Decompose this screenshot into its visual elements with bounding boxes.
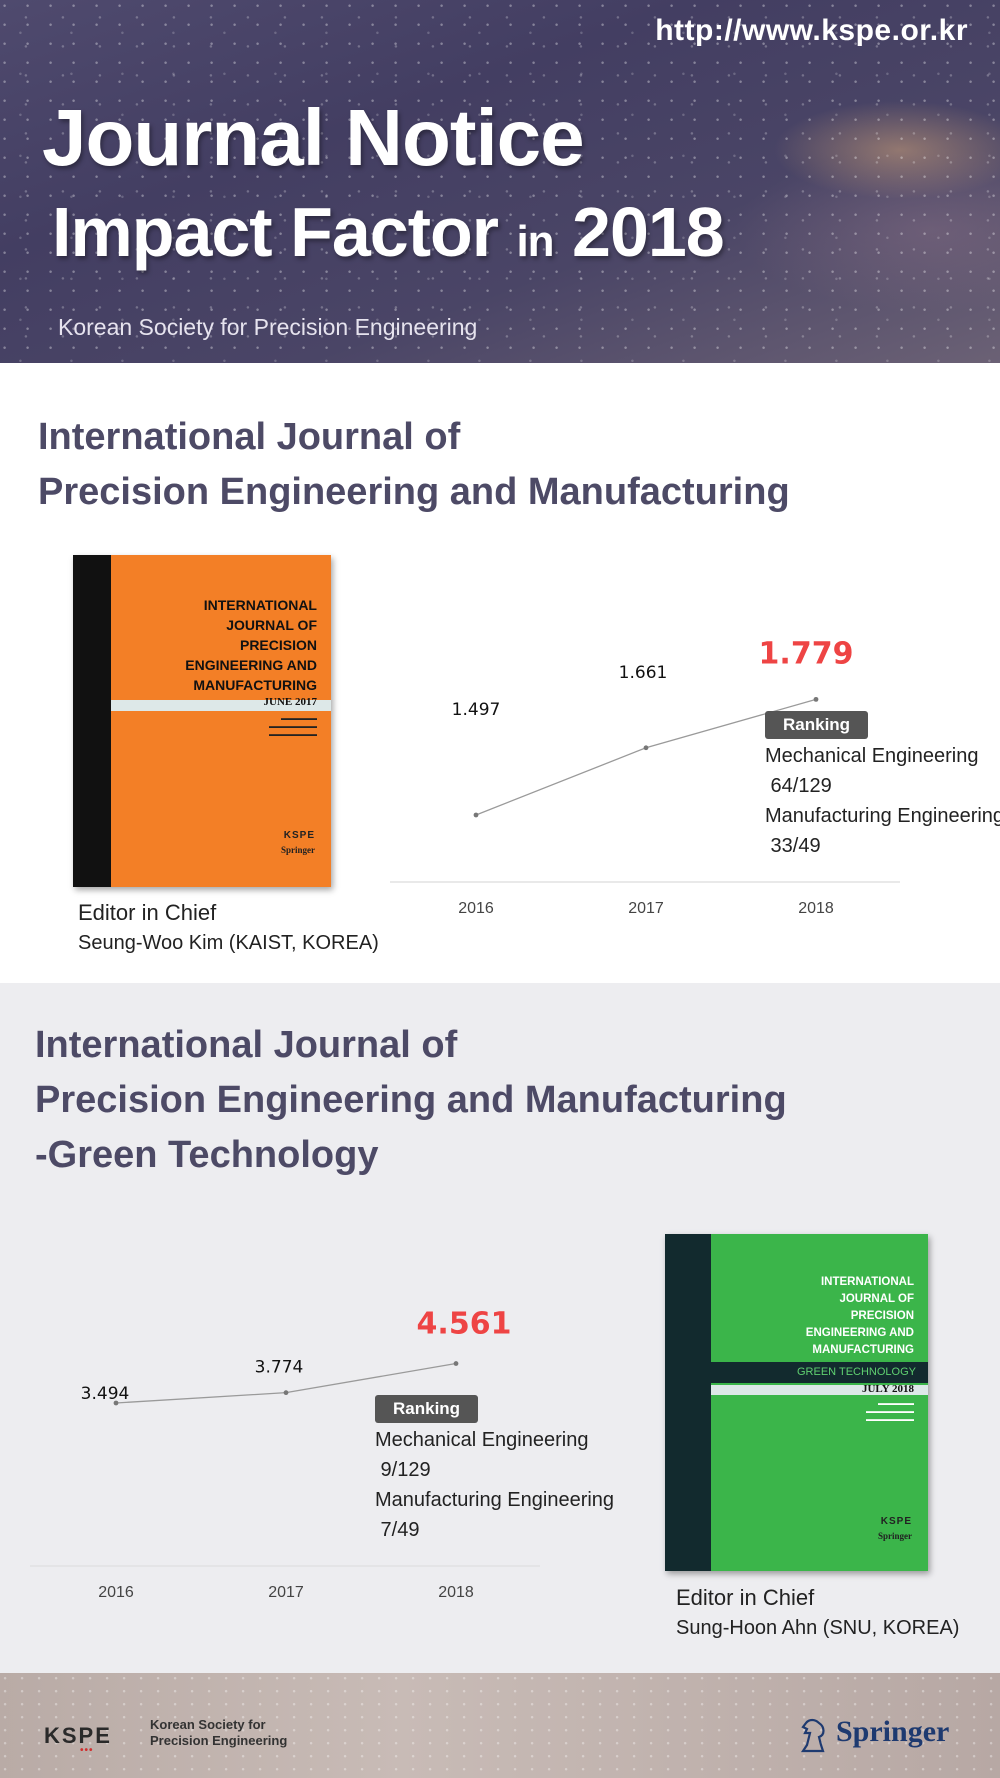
website-url[interactable]: http://www.kspe.or.kr	[655, 14, 968, 47]
cover-band	[111, 700, 331, 711]
springer-knight-icon	[800, 1718, 825, 1753]
journal1-title-line2: Precision Engineering and Manufacturing	[38, 471, 790, 513]
journal2-ranking: Ranking Mechanical Engineering 9/129 Man…	[375, 1395, 614, 1545]
data-label: 1.497	[452, 700, 501, 720]
journal2-impact-factor-chart: 3.494 2016 3.774 2017 4.561 2018	[30, 1307, 540, 1601]
title-impact-factor: Impact Factor	[52, 193, 499, 271]
title-in: in	[516, 217, 554, 266]
footer-background	[0, 1673, 1000, 1778]
cover-issue-date: JUNE 2017	[263, 696, 317, 708]
cover-title: INTERNATIONAL JOURNAL OF PRECISION ENGIN…	[185, 597, 317, 693]
cover-spine	[665, 1234, 711, 1571]
data-point	[113, 1400, 119, 1406]
data-point	[473, 812, 479, 818]
x-tick-label: 2017	[268, 1584, 304, 1601]
ranking-value: 7/49	[375, 1519, 420, 1541]
ranking-value: 9/129	[375, 1459, 431, 1481]
cover-springer-logo: Springer	[280, 845, 315, 855]
ranking-badge: Ranking	[765, 711, 869, 739]
x-tick-label: 2018	[798, 900, 834, 917]
cover-spine	[73, 555, 111, 887]
page-subtitle-impact-factor: Impact Factor in 2018	[52, 192, 725, 272]
header-banner: http://www.kspe.or.kr Journal Notice Imp…	[0, 0, 1000, 363]
page-title: Journal Notice	[42, 93, 585, 182]
x-tick-label: 2016	[458, 900, 494, 917]
journal1-cover-image: INTERNATIONAL JOURNAL OF PRECISION ENGIN…	[73, 555, 331, 887]
data-label-highlight: 4.561	[417, 1307, 512, 1342]
data-label: 3.494	[81, 1384, 130, 1404]
ranking-category: Mechanical Engineering	[375, 1429, 589, 1451]
journal2-title: International Journal of Precision Engin…	[35, 1018, 787, 1183]
journal2-title-line1: International Journal of	[35, 1024, 458, 1066]
data-label-highlight: 1.779	[759, 636, 854, 671]
journal1-title-line1: International Journal of	[38, 416, 461, 458]
cover-band	[711, 1385, 928, 1395]
kspe-logo[interactable]: KSPE •••	[44, 1723, 112, 1756]
kspe-logo-text: Korean Society for Precision Engineering	[150, 1717, 288, 1748]
cover-issue-date: JULY 2018	[861, 1383, 914, 1395]
data-point	[643, 745, 649, 751]
data-label: 1.661	[619, 663, 668, 683]
cover-fine-print: ▬▬▬▬▬▬ ▬▬▬▬▬▬▬▬ ▬▬▬▬▬▬▬▬	[269, 716, 317, 738]
ranking-value: 64/129	[765, 775, 832, 797]
ranking-category: Mechanical Engineering	[765, 745, 979, 767]
ranking-badge: Ranking	[375, 1395, 479, 1423]
x-tick-label: 2018	[438, 1584, 474, 1601]
springer-logo[interactable]: Springer	[836, 1715, 950, 1748]
title-year: 2018	[572, 193, 725, 271]
society-name: Korean Society for Precision Engineering	[58, 314, 478, 340]
ranking-category: Manufacturing Engineering	[375, 1489, 615, 1511]
data-point	[283, 1390, 289, 1396]
cover-springer-logo: Springer	[877, 1531, 912, 1541]
starfield-background	[0, 0, 1000, 363]
journal1-impact-factor-chart: 1.497 2016 1.661 2017 1.779 2018	[390, 636, 900, 917]
ranking-value: 33/49	[765, 835, 821, 857]
journal2-title-line2: Precision Engineering and Manufacturing	[35, 1079, 787, 1121]
x-tick-label: 2016	[98, 1584, 134, 1601]
journal2-cover-image: INTERNATIONAL JOURNAL OF PRECISION ENGIN…	[665, 1234, 928, 1571]
cover-kspe-logo: KSPE	[283, 830, 315, 841]
cover-kspe-logo: KSPE	[880, 1516, 912, 1527]
journal1-editor-label: Editor in Chief	[78, 900, 217, 925]
cover-green-technology-bar: GREEN TECHNOLOGY	[711, 1362, 928, 1383]
journal1-title: International Journal of Precision Engin…	[38, 410, 790, 520]
cover-title: INTERNATIONAL JOURNAL OF PRECISION ENGIN…	[805, 1276, 914, 1356]
data-point	[813, 696, 819, 702]
journal1-ranking: Ranking Mechanical Engineering 64/129 Ma…	[765, 711, 1000, 861]
journal1-editor-name: Seung-Woo Kim (KAIST, KOREA)	[78, 932, 379, 954]
data-point	[453, 1361, 459, 1366]
kspe-logo-dots: •••	[80, 1745, 94, 1756]
journal2-editor-name: Sung-Hoon Ahn (SNU, KOREA)	[676, 1617, 960, 1639]
ranking-category: Manufacturing Engineering	[765, 805, 1000, 827]
x-tick-label: 2017	[628, 900, 664, 917]
footer-banner: KSPE ••• Korean Society for Precision En…	[0, 1673, 1000, 1778]
journal2-editor-label: Editor in Chief	[676, 1585, 815, 1610]
data-label: 3.774	[255, 1358, 304, 1378]
journal2-title-line3: -Green Technology	[35, 1134, 379, 1176]
cover-fine-print: ▬▬▬▬▬▬ ▬▬▬▬▬▬▬▬ ▬▬▬▬▬▬▬▬	[866, 1401, 914, 1423]
